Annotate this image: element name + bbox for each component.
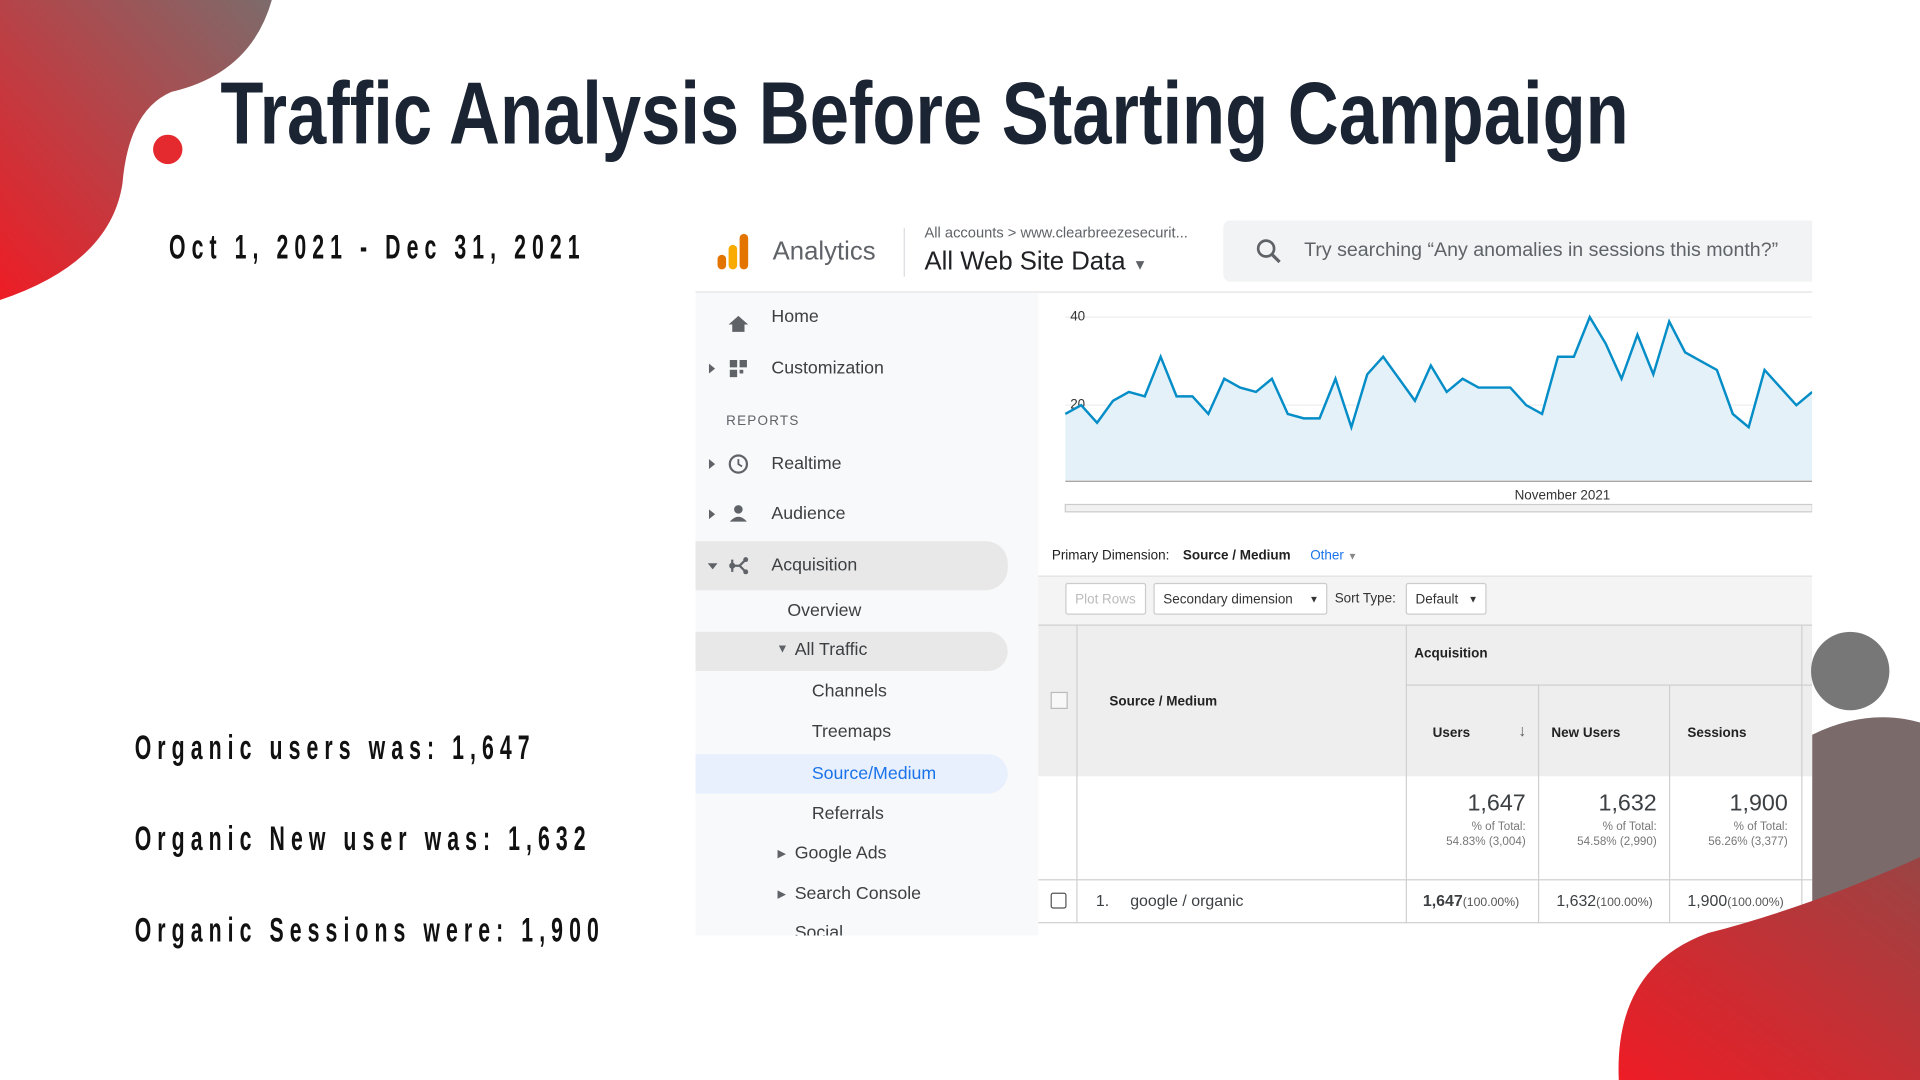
col-line <box>1076 624 1078 924</box>
stat: Organic New user was: 1,632 <box>134 819 592 858</box>
y-tick-label: 40 <box>1070 309 1085 324</box>
cell-value: 1,632 <box>1556 891 1597 910</box>
nav-item[interactable]: All Traffic <box>794 640 868 661</box>
col-line <box>1801 624 1803 924</box>
nav-icons <box>707 315 749 575</box>
range-slider <box>1064 503 1813 513</box>
cell-pct: (100.00%) <box>1462 896 1520 910</box>
search-icon <box>1256 239 1281 264</box>
header-border <box>695 291 1813 293</box>
nav-item[interactable]: Social <box>794 923 844 936</box>
cell-pct: (100.00%) <box>1596 896 1653 910</box>
total-value: 1,632 <box>1598 791 1657 817</box>
nav-item[interactable]: Google Ads <box>794 843 887 864</box>
nav-item[interactable]: Audience <box>771 504 846 525</box>
primary-dimension[interactable]: Source / Medium <box>1182 548 1291 564</box>
nav-item[interactable]: Channels <box>811 682 887 702</box>
nav-item[interactable]: Treemaps <box>811 722 892 743</box>
nav-item[interactable]: Customization <box>771 358 884 379</box>
nav-item[interactable]: Source/Medium <box>811 764 937 784</box>
expand-arrow: ▶ <box>777 887 787 901</box>
total-pct: 54.83% (3,004) <box>1446 835 1526 849</box>
expand-arrow: ▶ <box>777 847 787 860</box>
sort-value[interactable]: Default <box>1415 592 1459 608</box>
other-dimension[interactable]: Other ▼ <box>1310 548 1358 564</box>
table-border <box>1038 624 1813 924</box>
column-group: Acquisition <box>1414 646 1488 662</box>
total-pct: 56.26% (3,377) <box>1708 835 1788 849</box>
row-line <box>1038 879 1813 881</box>
view-name[interactable]: All Web Site Data <box>924 247 1126 276</box>
search-box[interactable]: Try searching “Any anomalies in sessions… <box>1223 220 1813 282</box>
sort-type-label: Sort Type: <box>1334 591 1396 607</box>
area <box>1065 317 1813 481</box>
col-line <box>1668 684 1671 924</box>
cell-pct: (100.00%) <box>1727 896 1784 910</box>
plot-rows-button[interactable]: Plot Rows <box>1065 582 1147 615</box>
breadcrumb[interactable]: All accounts > www.clearbreezesecurit... <box>924 224 1188 242</box>
sidebar <box>695 292 1039 936</box>
logo <box>717 233 749 270</box>
nav-item[interactable]: Overview <box>787 601 862 621</box>
view-selector[interactable]: All Web Site Data ▼ <box>924 247 1148 276</box>
row-index: 1. <box>1095 891 1110 910</box>
nav-selected <box>695 754 1008 794</box>
select-all-checkbox[interactable] <box>1050 691 1068 709</box>
total-pct-label: % of Total: <box>1733 820 1788 834</box>
dot <box>153 134 183 165</box>
stat: Organic users was: 1,647 <box>134 728 536 767</box>
total-value: 1,647 <box>1467 791 1526 817</box>
slide-title: Traffic Analysis Before Starting Campaig… <box>220 64 1629 163</box>
nav-item[interactable]: Search Console <box>794 884 922 904</box>
column-header[interactable]: New Users <box>1551 726 1621 741</box>
col-line <box>1405 624 1407 924</box>
total-value: 1,900 <box>1729 791 1788 817</box>
column-header[interactable]: Sessions <box>1687 726 1747 741</box>
secondary-dimension-button[interactable]: Secondary dimension ▼ <box>1153 582 1328 615</box>
cell-value: 1,900 <box>1687 891 1728 910</box>
search-placeholder: Try searching “Any anomalies in sessions… <box>1304 240 1779 261</box>
divider <box>903 227 905 277</box>
secondary-label[interactable]: Secondary dimension <box>1163 592 1293 608</box>
stat: Organic Sessions were: 1,900 <box>134 911 605 949</box>
total-pct-label: % of Total: <box>1602 820 1657 834</box>
line <box>1064 314 1813 432</box>
nav-item[interactable]: Realtime <box>771 454 842 474</box>
nav-highlight <box>695 631 1008 672</box>
nav-highlight <box>695 541 1008 591</box>
expand-arrow: ▼ <box>776 642 789 657</box>
row-line <box>1405 684 1813 686</box>
total-pct: 54.58% (2,990) <box>1577 835 1657 849</box>
column-header[interactable]: Users <box>1432 726 1471 741</box>
x-axis-label: November 2021 <box>1515 487 1611 502</box>
brand: Analytics <box>772 237 876 266</box>
column-header[interactable]: Source / Medium <box>1109 694 1218 709</box>
total-pct-label: % of Total: <box>1471 820 1526 834</box>
nav-item[interactable]: Referrals <box>811 804 884 825</box>
nav-item[interactable]: Acquisition <box>771 555 858 576</box>
corner-blob <box>0 0 272 301</box>
analytics-screenshot: Analytics All accounts > www.clearbreeze… <box>695 220 1813 936</box>
sort-type-select[interactable]: Default ▼ <box>1405 582 1487 615</box>
nav-section: REPORTS <box>726 413 800 429</box>
nav-item[interactable]: Home <box>771 307 819 327</box>
sort-arrow: ↓ <box>1518 721 1527 740</box>
row-checkbox[interactable] <box>1050 892 1067 909</box>
row-source[interactable]: google / organic <box>1130 891 1244 910</box>
other-label[interactable]: Other <box>1310 548 1344 564</box>
date-range: Oct 1, 2021 - Dec 31, 2021 <box>168 227 586 266</box>
col-line <box>1537 684 1540 924</box>
cell-value: 1,647 <box>1422 891 1463 910</box>
primary-dimension-label: Primary Dimension: <box>1051 548 1170 564</box>
table-header <box>1038 624 1813 777</box>
